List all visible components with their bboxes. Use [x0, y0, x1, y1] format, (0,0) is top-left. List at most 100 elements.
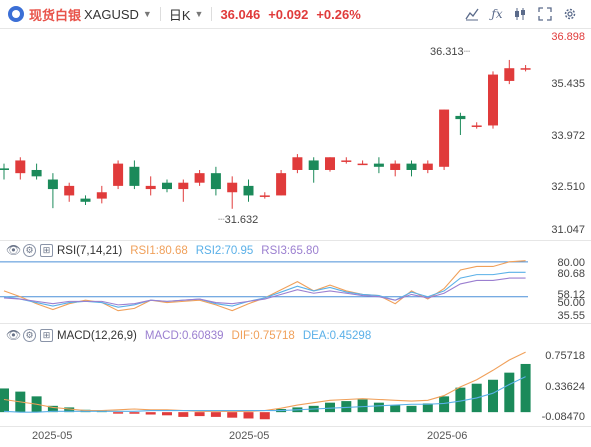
candle-body [64, 185, 75, 196]
macd-value: MACD:0.60839 [144, 329, 224, 342]
candle-body [390, 163, 401, 170]
rsi1-value: RSI1:80.68 [130, 244, 188, 257]
candle-body [406, 163, 417, 170]
candle-body [210, 173, 221, 190]
macd-histogram-bar [325, 402, 335, 413]
candle-body [488, 74, 498, 126]
macd-histogram-bar [162, 412, 172, 416]
macd-title[interactable]: MACD(12,26,9) [57, 329, 137, 342]
rsi-axis-label: 58.12 [557, 289, 585, 301]
macd-histogram-bar [0, 388, 9, 413]
rsi-axis-label: 80.00 [557, 257, 585, 269]
symbol-dropdown-icon[interactable]: ▼ [142, 9, 152, 19]
symbol-code[interactable]: XAGUSD [84, 6, 139, 22]
candle-body [227, 182, 238, 193]
macd-histogram-bar [243, 412, 254, 419]
candle-body [178, 182, 189, 190]
toolbar-divider [159, 7, 161, 21]
dea-value: DEA:0.45298 [302, 329, 372, 342]
x-axis-label: 2025-05 [229, 430, 270, 442]
low-price-marker: ┄31.632 [218, 214, 259, 226]
candle-body [357, 163, 368, 166]
rsi-legend: 👁 ⚙ ⊞ RSI(7,14,21) RSI1:80.68 RSI2:70.95… [6, 244, 319, 257]
macd-histogram-bar [178, 412, 189, 417]
visibility-eye-icon[interactable]: 👁 [6, 328, 22, 342]
symbol-name[interactable]: 现货白银 [29, 7, 82, 23]
price-axis-label: 35.435 [551, 78, 585, 90]
candle-style-icon[interactable] [513, 7, 527, 21]
chart-type-icon[interactable] [465, 7, 479, 21]
settings-icon[interactable] [563, 7, 577, 21]
macd-histogram-bar [422, 403, 433, 413]
macd-histogram-bar [455, 387, 466, 413]
candle-body [113, 163, 124, 186]
rsi-line-rsi3 [3, 277, 526, 306]
timeframe-dropdown-icon[interactable]: ▼ [194, 9, 204, 19]
rsi-title[interactable]: RSI(7,14,21) [57, 244, 123, 257]
timeframe-selector[interactable]: 日K [168, 7, 191, 23]
visibility-eye-icon[interactable]: 👁 [6, 243, 22, 257]
candle-body [276, 173, 287, 196]
candle-body [0, 168, 9, 170]
indicator-grid-icon[interactable]: ⊞ [40, 244, 53, 257]
macd-histogram-bar [357, 399, 368, 413]
candle-body [471, 125, 482, 127]
rsi3-value: RSI3:65.80 [261, 244, 319, 257]
macd-histogram-bar [373, 402, 384, 413]
rsi-line-rsi2 [3, 271, 526, 308]
macd-series [0, 351, 531, 420]
x-axis-label: 2025-05 [32, 430, 73, 442]
high-price-label: 36.313 [430, 46, 464, 58]
fullscreen-icon[interactable] [538, 7, 552, 21]
dif-value: DIF:0.75718 [231, 329, 295, 342]
settings-gear-icon[interactable]: ⚙ [23, 244, 36, 257]
macd-legend: 👁 ⚙ ⊞ MACD(12,26,9) MACD:0.60839 DIF:0.7… [6, 329, 371, 342]
candle-body [96, 192, 107, 199]
macd-histogram-bar [504, 372, 515, 413]
price-axis-label: 32.510 [551, 181, 585, 193]
candle-body [373, 163, 384, 167]
rsi2-value: RSI2:70.95 [195, 244, 254, 257]
candle-body [422, 163, 433, 170]
candle-body [439, 109, 450, 167]
candle-body [162, 182, 172, 190]
symbol-toolbar: 现货白银 XAGUSD ▼ 日K ▼ 36.046 +0.092 +0.26% [0, 0, 591, 28]
candle-body [80, 198, 91, 202]
candle-body [15, 160, 26, 174]
rsi-axis-label: 50.00 [557, 297, 585, 309]
last-price: 36.046 [220, 6, 261, 22]
macd-histogram-bar [390, 405, 401, 413]
price-change: +0.092 [268, 6, 309, 22]
candlestick-series [0, 59, 531, 209]
candle-body [145, 185, 156, 190]
rsi-line-rsi1 [3, 260, 526, 312]
candle-body [455, 115, 466, 120]
candle-body [194, 173, 205, 183]
rsi-axis-label: 80.68 [557, 268, 585, 280]
macd-axis-label: 0.33624 [545, 381, 585, 393]
macd-histogram-bar [406, 405, 417, 413]
macd-histogram-bar [227, 412, 238, 418]
divider [0, 28, 591, 29]
macd-histogram-bar [47, 405, 58, 413]
x-axis-label: 2025-06 [427, 430, 468, 442]
divider [0, 426, 591, 427]
macd-histogram-bar [520, 363, 531, 413]
macd-histogram-bar [64, 407, 75, 413]
divider [0, 323, 591, 324]
settings-gear-icon[interactable]: ⚙ [23, 329, 36, 342]
macd-histogram-bar [145, 412, 156, 415]
macd-histogram-bar [488, 379, 498, 413]
indicator-icon[interactable]: ƒx [491, 7, 503, 21]
macd-histogram-bar [210, 412, 221, 417]
candle-body [520, 68, 531, 70]
high-price-marker: 36.313┄ [430, 46, 471, 58]
price-axis-label: 33.972 [551, 130, 585, 142]
candle-body [31, 169, 42, 177]
macd-axis-label: -0.08470 [541, 411, 585, 423]
macd-histogram-bar [129, 412, 140, 414]
rsi-series [0, 260, 528, 312]
macd-histogram-bar [439, 396, 450, 413]
indicator-grid-icon[interactable]: ⊞ [40, 329, 53, 342]
